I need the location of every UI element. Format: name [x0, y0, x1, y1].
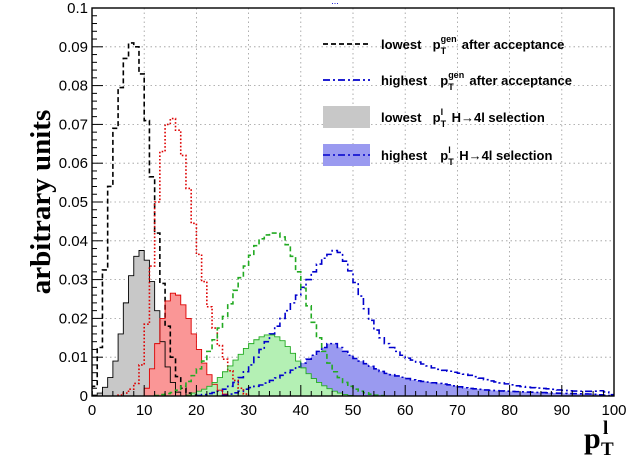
x-axis-label: p l T [584, 418, 614, 460]
legend-symbol: p [433, 37, 441, 52]
legend-symbol: p [440, 148, 448, 163]
x-axis-label-sup: l [603, 418, 608, 439]
x-tick-label: 30 [240, 402, 257, 419]
histogram-fill-unlabeled-filled-22aa22 [185, 334, 353, 396]
legend-sup: gen [441, 34, 457, 44]
x-tick-label: 60 [397, 402, 414, 419]
legend-sub: T [441, 46, 447, 56]
histogram-line-lowest-filled-000000 [92, 250, 182, 396]
x-tick-label: 80 [501, 402, 518, 419]
histogram-line-unlabeled-filled-dd0000 [143, 292, 229, 396]
legend-sub: T [448, 157, 454, 167]
legend-entry: lowest p gen T after acceptance [323, 34, 564, 56]
legend-text-rest: H→4l selection [459, 148, 552, 163]
y-axis-ticks: 0 0.01 0.02 0.03 0.04 0.05 0.06 0.07 0.08 0.09 0.1 [59, 0, 103, 405]
clipped-top-text: ... [331, 0, 339, 6]
legend-symbol: p [433, 110, 441, 125]
legend-entry: highest p gen T after acceptance [323, 70, 572, 92]
histogram-line-lowest-dashed-000000 [92, 42, 198, 396]
legend-swatch [323, 144, 370, 166]
legend-text: lowest [381, 37, 422, 52]
legend-text: highest [381, 148, 428, 163]
x-axis-label-sub: T [601, 439, 614, 460]
legend-text-rest: after acceptance [469, 73, 572, 88]
legend-swatch [323, 106, 370, 128]
x-axis-label-main: p [584, 422, 601, 455]
y-axis-label: arbitrary units [25, 110, 57, 294]
legend-text: highest [381, 73, 428, 88]
legend-entry: lowest p lT H→4l selection [323, 106, 545, 129]
histogram-line-unlabeled-dotted-dd0000 [117, 117, 250, 396]
y-tick-label: 0.01 [59, 349, 88, 366]
x-tick-label: 20 [188, 402, 205, 419]
legend-sup: l [448, 145, 451, 155]
legend-entry: highest p lT H→4l selection [323, 144, 552, 167]
histogram-line-unlabeled-dashed-22aa22 [153, 232, 386, 396]
legend-sup: gen [448, 70, 464, 80]
y-tick-label: 0.04 [59, 233, 88, 250]
x-tick-label: 90 [553, 402, 570, 419]
legend-symbol: p [440, 73, 448, 88]
legend-text-rest: H→4l selection [452, 110, 545, 125]
legend-sup: l [441, 107, 444, 117]
y-tick-label: 0.1 [67, 0, 88, 17]
y-tick-label: 0.06 [59, 155, 88, 172]
legend-text-rest: after acceptance [462, 37, 565, 52]
y-tick-label: 0.02 [59, 310, 88, 327]
outline-histograms [92, 42, 614, 396]
y-tick-label: 0.08 [59, 78, 88, 95]
x-tick-label: 70 [449, 402, 466, 419]
x-tick-label: 40 [292, 402, 309, 419]
x-tick-label: 10 [136, 402, 153, 419]
x-axis-ticks: 0 10 20 30 40 50 60 70 80 90 100 [88, 385, 627, 419]
histogram-line-unlabeled-filled-22aa22 [185, 334, 354, 396]
x-tick-label: 0 [88, 402, 96, 419]
legend-sub: T [441, 119, 447, 129]
y-tick-label: 0 [80, 388, 88, 405]
legend-text: lowest [381, 110, 422, 125]
x-tick-label: 50 [345, 402, 362, 419]
x-tick-label: 100 [601, 402, 626, 419]
y-tick-label: 0.05 [59, 194, 88, 211]
y-tick-label: 0.07 [59, 116, 88, 133]
y-tick-label: 0.03 [59, 272, 88, 289]
legend-sub: T [448, 82, 454, 92]
y-tick-label: 0.09 [59, 39, 88, 56]
